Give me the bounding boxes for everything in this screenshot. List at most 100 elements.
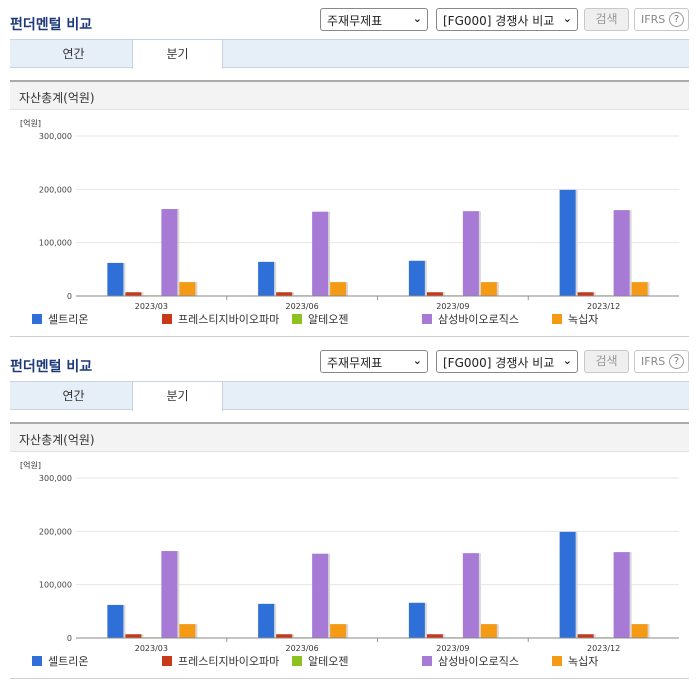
y-tick-label: 200,000 <box>39 527 72 536</box>
section-header: 자산총계(억원) <box>10 80 689 110</box>
bar <box>276 292 293 296</box>
ifrs-help-button[interactable]: IFRS ? <box>634 8 689 31</box>
bar <box>426 634 443 638</box>
legend-swatch <box>292 656 302 666</box>
legend-swatch <box>552 314 562 324</box>
y-tick-label: 300,000 <box>39 474 72 483</box>
legend-label: 삼성바이오로직스 <box>438 313 519 326</box>
y-tick-label: 100,000 <box>39 239 72 248</box>
x-tick-label: 2023/06 <box>286 302 319 311</box>
legend-label: 프레스티지바이오파마 <box>178 313 279 326</box>
ifrs-label: IFRS <box>641 13 666 26</box>
legend-label: 녹십자 <box>568 655 598 668</box>
bar <box>480 624 497 638</box>
ifrs-help-button[interactable]: IFRS ? <box>634 350 689 373</box>
divider <box>10 678 689 679</box>
divider <box>10 336 689 337</box>
legend-swatch <box>292 314 302 324</box>
y-tick-label: 0 <box>67 634 72 643</box>
legend-label: 삼성바이오로직스 <box>438 655 519 668</box>
bar <box>312 211 329 296</box>
bar <box>107 604 124 638</box>
bar <box>107 262 124 296</box>
bar <box>258 603 275 638</box>
statement-select[interactable]: 주재무제표 ⌄ <box>320 350 428 373</box>
legend-label: 녹십자 <box>568 313 598 326</box>
x-tick-label: 2023/03 <box>135 302 168 311</box>
bar <box>125 634 142 638</box>
legend-label: 프레스티지바이오파마 <box>178 655 279 668</box>
bar <box>258 261 275 296</box>
legend-swatch <box>32 656 42 666</box>
period-tabs: 연간 분기 <box>10 39 689 69</box>
bar <box>480 282 497 296</box>
bar <box>577 292 594 296</box>
search-button[interactable]: 검색 <box>584 8 629 31</box>
x-tick-label: 2023/03 <box>135 644 168 653</box>
unit-label: [억원] <box>20 118 41 128</box>
tab-annual[interactable]: 연간 <box>62 389 85 403</box>
legend-swatch <box>162 656 172 666</box>
y-tick-label: 100,000 <box>39 581 72 590</box>
bar <box>161 551 178 638</box>
bar <box>631 624 648 638</box>
bar <box>613 552 630 638</box>
bar <box>613 210 630 296</box>
legend-swatch <box>32 314 42 324</box>
ifrs-label: IFRS <box>641 355 666 368</box>
search-button[interactable]: 검색 <box>584 350 629 373</box>
legend-label: 알테오젠 <box>308 312 348 326</box>
page-title: 펀더멘털 비교 <box>10 359 93 375</box>
chevron-down-icon: ⌄ <box>562 12 572 25</box>
period-tabs: 연간 분기 <box>10 381 689 411</box>
fundamental-panel: 펀더멘털 비교 주재무제표 ⌄ [FG000] 경쟁사 비교 ⌄ 검색 IFRS… <box>0 342 696 684</box>
bar <box>179 282 196 296</box>
statement-select-value: 주재무제표 <box>327 14 383 28</box>
x-tick-label: 2023/12 <box>587 644 620 653</box>
legend-label: 알테오젠 <box>308 654 348 668</box>
bar <box>559 531 576 638</box>
tab-quarter[interactable]: 분기 <box>132 382 223 411</box>
x-tick-label: 2023/09 <box>436 644 469 653</box>
x-tick-label: 2023/12 <box>587 302 620 311</box>
x-tick-label: 2023/06 <box>286 644 319 653</box>
tab-quarter[interactable]: 분기 <box>132 40 223 69</box>
chevron-down-icon: ⌄ <box>562 354 572 367</box>
legend-swatch <box>552 656 562 666</box>
page-title: 펀더멘털 비교 <box>10 17 93 33</box>
chevron-down-icon: ⌄ <box>412 354 422 367</box>
bar <box>312 553 329 638</box>
bar <box>276 634 293 638</box>
tab-annual[interactable]: 연간 <box>62 47 85 61</box>
section-header: 자산총계(억원) <box>10 422 689 452</box>
bar <box>462 211 479 296</box>
bar <box>408 602 425 638</box>
statement-select[interactable]: 주재무제표 ⌄ <box>320 8 428 31</box>
y-tick-label: 200,000 <box>39 185 72 194</box>
peer-select[interactable]: [FG000] 경쟁사 비교 ⌄ <box>436 350 578 373</box>
asset-bar-chart: [억원] 0 100,000 200,000 300,000 2023/03 2023/06… <box>20 460 679 668</box>
x-tick-label: 2023/09 <box>436 302 469 311</box>
legend-label: 셀트리온 <box>48 655 88 668</box>
bar <box>426 292 443 296</box>
legend-swatch <box>422 314 432 324</box>
bar <box>330 624 347 638</box>
peer-select-value: [FG000] 경쟁사 비교 <box>443 356 555 370</box>
help-icon: ? <box>669 354 684 369</box>
bar <box>408 260 425 296</box>
bar <box>631 282 648 296</box>
fundamental-panel: 펀더멘털 비교 주재무제표 ⌄ [FG000] 경쟁사 비교 ⌄ 검색 IFRS… <box>10 8 689 337</box>
legend-swatch <box>422 656 432 666</box>
legend-swatch <box>162 314 172 324</box>
bar <box>330 282 347 296</box>
bar <box>559 189 576 296</box>
bar <box>161 209 178 296</box>
statement-select-value: 주재무제표 <box>327 356 383 370</box>
bar <box>577 634 594 638</box>
bar <box>462 553 479 638</box>
asset-bar-chart: [억원] 0 100,000 200,000 300,000 2023/03 2023/06… <box>20 118 679 326</box>
peer-select-value: [FG000] 경쟁사 비교 <box>443 14 555 28</box>
peer-select[interactable]: [FG000] 경쟁사 비교 ⌄ <box>436 8 578 31</box>
y-tick-label: 0 <box>67 292 72 301</box>
chevron-down-icon: ⌄ <box>412 12 422 25</box>
